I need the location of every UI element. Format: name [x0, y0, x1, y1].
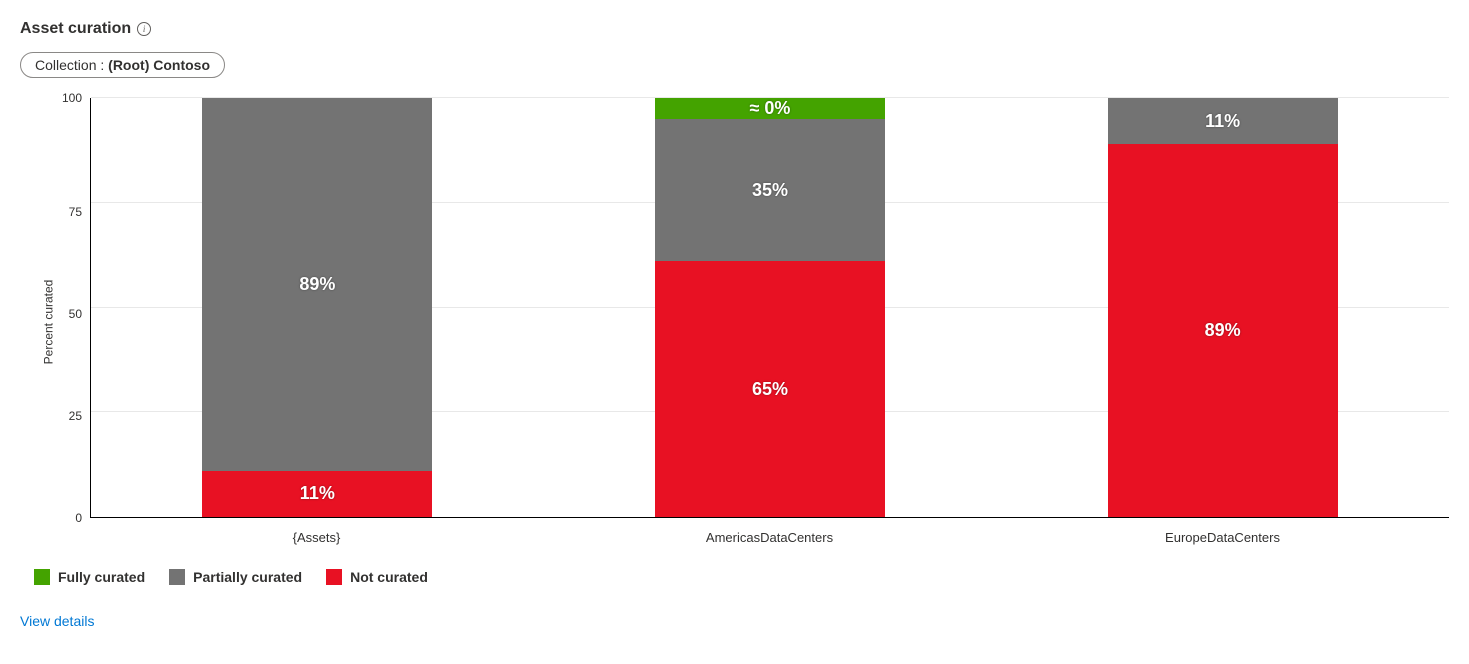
x-axis-label: AmericasDataCenters: [655, 530, 885, 545]
y-tick: 50: [69, 308, 82, 320]
legend-item[interactable]: Partially curated: [169, 569, 302, 585]
plot-area: 11%89%65%35%≈ 0%89%11%: [90, 98, 1449, 518]
bar-column[interactable]: 11%89%: [202, 98, 432, 517]
x-axis-label: {Assets}: [202, 530, 432, 545]
x-axis-label: EuropeDataCenters: [1108, 530, 1338, 545]
view-details-link[interactable]: View details: [20, 613, 94, 629]
info-icon[interactable]: i: [137, 22, 151, 36]
bar-segment[interactable]: 89%: [1108, 144, 1338, 517]
bar-column[interactable]: 65%35%≈ 0%: [655, 98, 885, 517]
x-axis-labels: {Assets} AmericasDataCenters EuropeDataCen…: [90, 518, 1449, 545]
bar-segment[interactable]: ≈ 0%: [655, 98, 885, 119]
legend-label: Not curated: [350, 569, 428, 585]
filter-value: (Root) Contoso: [108, 57, 210, 73]
y-tick: 100: [62, 92, 82, 104]
y-tick: 25: [69, 410, 82, 422]
bar-column[interactable]: 89%11%: [1108, 98, 1338, 517]
legend-label: Partially curated: [193, 569, 302, 585]
legend-label: Fully curated: [58, 569, 145, 585]
legend: Fully curated Partially curated Not curate…: [34, 569, 1449, 585]
legend-swatch: [34, 569, 50, 585]
collection-filter-pill[interactable]: Collection : (Root) Contoso: [20, 52, 225, 78]
y-tick: 75: [69, 206, 82, 218]
filter-label: Collection :: [35, 57, 104, 73]
bar-segment[interactable]: 65%: [655, 261, 885, 517]
legend-item[interactable]: Not curated: [326, 569, 428, 585]
legend-item[interactable]: Fully curated: [34, 569, 145, 585]
widget-title: Asset curation: [20, 20, 131, 38]
legend-swatch: [326, 569, 342, 585]
bar-segment[interactable]: 11%: [202, 471, 432, 517]
y-tick: 0: [75, 512, 82, 524]
chart: Percent curated 100 75 50 25 0 11%89%65%…: [50, 98, 1449, 545]
bar-segment[interactable]: 35%: [655, 119, 885, 261]
y-axis: 100 75 50 25 0: [50, 98, 90, 518]
bar-segment[interactable]: 89%: [202, 98, 432, 471]
widget-header: Asset curation i: [20, 20, 1449, 38]
bar-segment[interactable]: 11%: [1108, 98, 1338, 144]
legend-swatch: [169, 569, 185, 585]
